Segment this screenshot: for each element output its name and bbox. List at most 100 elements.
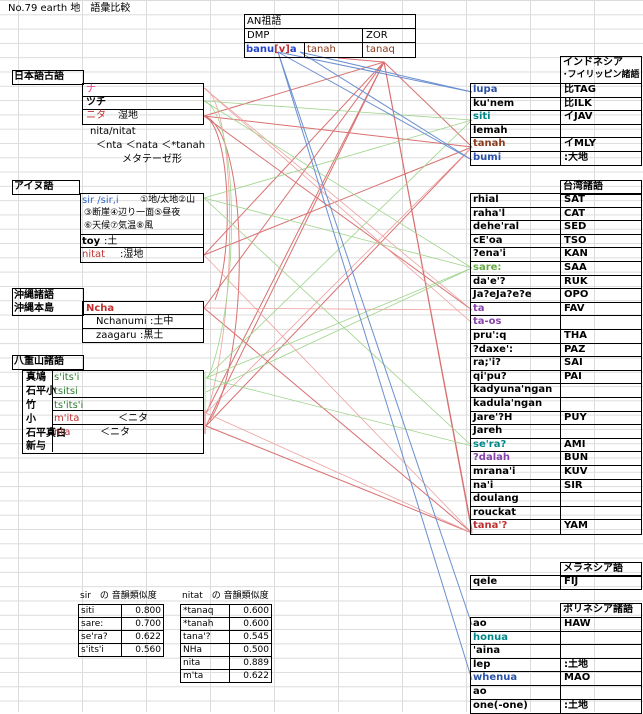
connection-line xyxy=(203,119,473,199)
tanaq-proto: tanaq xyxy=(366,44,395,55)
tw-rows-word-4: cE'oa xyxy=(473,234,503,246)
sim-value: 0.622 xyxy=(121,630,164,644)
page-title: No.79 earth 地 語彙比較 xyxy=(8,3,131,14)
connection-line xyxy=(205,267,473,393)
sim-word: *tanah xyxy=(180,617,230,631)
sim-word: m'ta xyxy=(180,669,230,683)
tw-rows-lang-2: CAT xyxy=(564,207,586,219)
tw-rows-word-23: doulang xyxy=(473,493,519,505)
melanesia-heading: メラネシア語 xyxy=(563,563,623,574)
red-connections xyxy=(203,57,473,534)
connection-line xyxy=(337,57,385,63)
indo-rows-frame xyxy=(470,83,642,166)
yaeyama-word-4: m'ita xyxy=(54,413,80,424)
jp-nita-gloss: 湿地 xyxy=(118,110,138,121)
connection-line xyxy=(203,254,473,534)
sim-sir-body-row: sare: 0.700 xyxy=(77,617,164,631)
connection-line xyxy=(203,307,473,534)
ainu-toy: toy xyxy=(82,236,101,247)
yaeyama-note-nta: ＜ニタ xyxy=(100,427,130,438)
connection-curve xyxy=(203,87,231,411)
sim-value: 0.600 xyxy=(228,617,273,631)
indo-rows-word-5: tanah xyxy=(473,138,506,149)
yaeyama-place-4: 小 xyxy=(26,414,36,425)
yaeyama-place-2: 石平小 xyxy=(26,386,56,397)
connection-line xyxy=(277,51,473,93)
connection-line xyxy=(203,100,473,121)
poly-rows-word-7: one(-one) xyxy=(473,699,528,711)
tw-rows-lang-5: KAN xyxy=(564,248,588,260)
tw-rows-lang-25: YAM xyxy=(564,520,588,532)
tw-rows-word-12: ?daxe': xyxy=(473,343,513,355)
connection-line xyxy=(205,146,473,427)
okinawa-nchanumi: Nchanumi xyxy=(96,316,147,327)
connection-curve xyxy=(203,100,232,379)
sim-sir-body-row: se'ra? 0.622 xyxy=(77,630,164,644)
tw-rows-lang-12: PAZ xyxy=(564,343,586,355)
tw-rows-word-6: sare: xyxy=(473,262,502,273)
sim-nitat-body-row: tana'? 0.545 xyxy=(180,630,273,644)
tw-rows-lang-3: SED xyxy=(564,221,587,233)
tw-rows-lang-21: KUV xyxy=(564,466,588,477)
ainu-heading: アイヌ語 xyxy=(14,181,54,192)
taiwan-heading: 台湾諸語 xyxy=(563,181,603,192)
connection-curve xyxy=(203,115,240,421)
connection-line xyxy=(203,197,473,447)
yaeyama-place-1: 真鳩 xyxy=(26,372,46,383)
connection-line xyxy=(205,377,473,447)
connection-line xyxy=(203,87,473,311)
connection-line xyxy=(203,100,473,269)
tw-rows-word-18: Jareh xyxy=(473,425,503,437)
tw-rows-lang-22: SIR xyxy=(564,479,583,491)
poly-rows-lang-7: :土地 xyxy=(564,699,588,711)
connection-line xyxy=(205,425,473,534)
japanese-heading: 日本語古語 xyxy=(14,71,64,82)
tw-rows-lang-13: SAI xyxy=(564,357,583,369)
sim-nitat-body-row: nita 0.889 xyxy=(180,656,273,670)
sim-value: 0.889 xyxy=(228,656,273,670)
zor-label: ZOR xyxy=(366,30,388,41)
jp-note3: メタテーゼ形 xyxy=(122,154,182,165)
sim-sir-table: siti 0.800 sare: 0.700 se'ra? 0.622 s'its'i 0.5… xyxy=(77,604,164,657)
tw-rows-lang-8: OPO xyxy=(564,289,589,301)
polynesia-heading: ポリネシア諸語 xyxy=(563,604,633,615)
connection-line xyxy=(203,146,473,256)
indo-rows-lang-5: イMLY xyxy=(564,138,597,149)
connection-line xyxy=(203,307,473,311)
connection-line xyxy=(383,61,473,534)
okinawa-box xyxy=(82,301,204,343)
an-proto-box xyxy=(244,14,416,58)
japanese-box xyxy=(82,83,204,125)
connection-line xyxy=(299,51,473,93)
tw-rows-word-7: da'e'? xyxy=(473,275,506,287)
poly-rows-lang-1: HAW xyxy=(564,618,591,629)
yaeyama-place-3: 竹 xyxy=(26,400,36,411)
tw-rows-word-20: ?dalah xyxy=(473,452,511,464)
connection-line xyxy=(203,61,385,309)
tw-rows-word-8: Ja?eJa?e?e xyxy=(473,289,532,301)
poly-rows-word-5: whenua xyxy=(473,672,518,684)
tw-rows-lang-4: TSO xyxy=(564,234,587,246)
yaeyama-word-2: tsitsi xyxy=(54,386,78,397)
tw-rows-word-11: pru':q xyxy=(473,330,507,341)
tw-rows-word-13: ra;'i? xyxy=(473,357,501,369)
sim-value: 0.622 xyxy=(228,669,273,683)
poly-rows-word-4: lep xyxy=(473,658,491,670)
connection-line xyxy=(383,61,473,148)
sim-value: 0.545 xyxy=(228,630,273,644)
sim-value: 0.560 xyxy=(121,643,164,657)
connection-line xyxy=(205,61,385,427)
ainu-toy-gloss: :土 xyxy=(104,236,118,247)
indo-rows-lang-3: イJAV xyxy=(564,111,593,122)
sim-word: *tanaq xyxy=(180,604,230,618)
indo-rows-lang-1: 比TAG xyxy=(564,84,596,95)
an-heading: AN祖語 xyxy=(247,16,282,27)
ainu-sir-gloss2: ③断崖④辺り一面⑤昼夜 xyxy=(84,208,181,218)
indo-rows-word-6: bumi xyxy=(473,151,502,163)
indo-rows-word-2: ku'nem xyxy=(473,97,515,109)
connection-line xyxy=(203,115,473,311)
tw-rows-word-17: Jare'?H xyxy=(473,411,513,423)
tw-rows-word-14: qi'pu? xyxy=(473,370,507,382)
